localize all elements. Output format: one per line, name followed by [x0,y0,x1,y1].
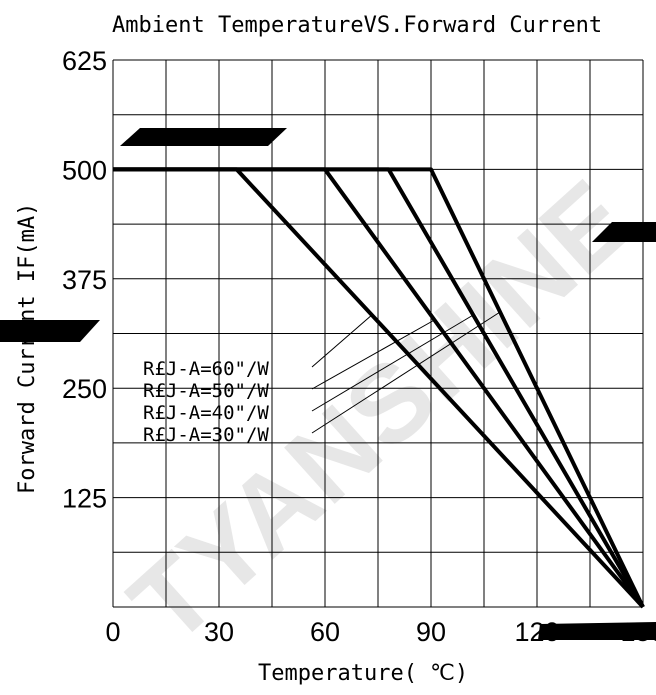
redaction-mark-2 [0,320,100,342]
annotation-leader [311,311,501,434]
series-line [113,167,645,608]
redaction-mark-3 [592,222,656,242]
y-axis-label: Forward Current IF(mA) [15,203,40,494]
x-tick-label: 90 [416,617,446,647]
annotation-leader [311,319,435,390]
grid [112,59,644,608]
y-tick-label: 625 [62,46,107,76]
annotation-label: R£J-A=60"/W [143,358,269,380]
y-tick-label: 250 [62,374,107,404]
redaction-mark-1 [120,128,287,146]
x-tick-label: 60 [310,617,340,647]
redaction-mark-4 [538,622,656,640]
annotation-label: R£J-A=40"/W [143,402,269,424]
y-tick-label: 125 [62,484,107,514]
x-axis-label: Temperature( ℃) [258,661,468,686]
chart-title: Ambient TemperatureVS.Forward Current [112,13,602,38]
annotation-label: R£J-A=50"/W [143,380,269,402]
annotations: R£J-A=60"/WR£J-A=50"/WR£J-A=40"/WR£J-A=3… [143,358,269,446]
y-tick-label: 375 [62,265,107,295]
x-tick-label: 0 [105,617,120,647]
annotation-leader [311,314,474,412]
annotation-leaders [311,311,501,434]
annotation-label: R£J-A=30"/W [143,424,269,446]
series-lines [113,167,645,609]
annotation-leader [311,314,373,368]
x-tick-label: 30 [204,617,234,647]
y-tick-labels: 125 250 375 500 625 [62,46,107,514]
y-tick-label: 500 [62,155,107,185]
